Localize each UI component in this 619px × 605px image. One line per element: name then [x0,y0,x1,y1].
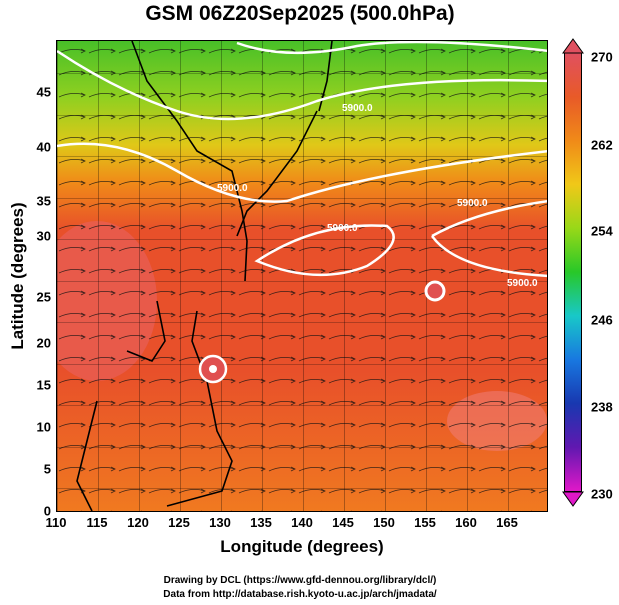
x-axis-label: Longitude (degrees) [220,537,384,556]
y-tick: 20 [36,335,51,351]
colorbar-tick: 246 [591,312,613,328]
x-tick: 135 [250,515,272,530]
y-tick: 40 [36,139,51,155]
typhoon-marker-1 [198,354,228,384]
contour-label: 5900.0 [327,223,358,234]
x-tick: 145 [332,515,354,530]
y-tick: 35 [36,193,51,209]
contour-label: 5900.0 [342,103,373,114]
x-tick: 140 [291,515,313,530]
x-tick: 160 [455,515,477,530]
colorbar [564,52,582,492]
credit-line-1: Drawing by DCL (https://www.gfd-dennou.o… [163,575,437,586]
map-canvas: 5900.0 5900.0 5900.0 5900.0 5900.0 [57,41,547,511]
contour-label: 5900.0 [507,278,538,289]
geopotential-contours [57,41,547,278]
x-tick: 155 [414,515,436,530]
y-tick: 10 [36,419,51,435]
y-tick: 45 [36,84,51,100]
contour-label: 5900.0 [457,198,488,209]
colorbar-tick: 230 [591,486,613,502]
colorbar-bottom-arrow [562,491,584,507]
y-tick: 5 [43,461,51,477]
y-tick: 0 [43,503,51,519]
colorbar-tick: 262 [591,137,613,153]
y-tick: 25 [36,289,51,305]
x-tick: 165 [496,515,518,530]
y-tick: 15 [36,377,51,393]
colorbar-top-arrow [562,38,584,54]
colorbar-tick: 238 [591,399,613,415]
contour-label: 5900.0 [217,183,248,194]
y-tick: 30 [36,228,51,244]
x-tick: 130 [209,515,231,530]
credit-line-2: Data from http://database.rish.kyoto-u.a… [163,589,437,600]
x-tick: 120 [127,515,149,530]
map-plot-area: 5900.0 5900.0 5900.0 5900.0 5900.0 [56,40,548,512]
x-tick: 125 [168,515,190,530]
colorbar-tick: 254 [591,223,613,239]
colorbar-tick: 270 [591,49,613,65]
y-axis-label: Latitude (degrees) [8,202,27,350]
x-tick: 110 [45,515,67,530]
x-tick: 150 [373,515,395,530]
coastlines [76,41,333,511]
typhoon-marker-2 [424,280,446,302]
lat-lon-grid [57,41,547,511]
x-tick: 115 [86,515,108,530]
map-title: GSM 06Z20Sep2025 (500.0hPa) [145,2,455,25]
